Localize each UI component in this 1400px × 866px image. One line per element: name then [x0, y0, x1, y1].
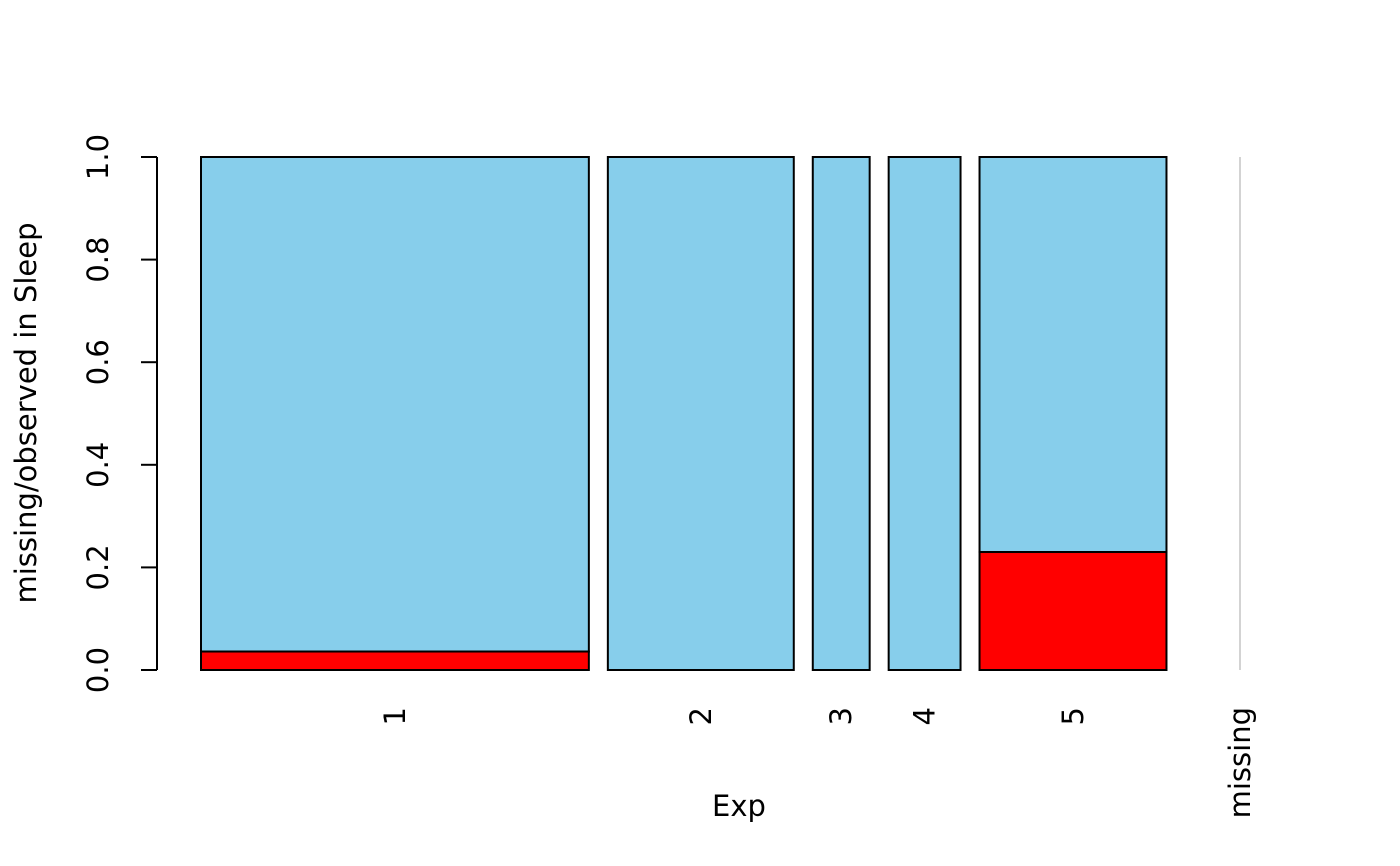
x-tick-label-4: 4	[908, 707, 942, 725]
x-axis-title: Exp	[712, 789, 766, 823]
y-tick-label: 0.4	[81, 442, 115, 488]
bar-observed-2	[606, 156, 795, 671]
bars-group	[200, 156, 1241, 672]
x-tick-label-missing: missing	[1223, 707, 1257, 818]
x-tick-label-1: 1	[378, 707, 412, 725]
y-tick-label: 0.6	[81, 339, 115, 385]
bar-observed-1	[200, 156, 590, 653]
bar-observed-3	[811, 156, 871, 671]
bar-missing-1	[200, 650, 590, 671]
y-tick-label: 1.0	[81, 134, 115, 180]
x-tick-label-3: 3	[824, 707, 858, 725]
x-tick-label-2: 2	[684, 707, 718, 725]
bar-missing-5	[978, 551, 1168, 672]
x-tick-label-5: 5	[1056, 707, 1090, 725]
bar-observed-4	[887, 156, 962, 671]
y-tick-label: 0.0	[81, 647, 115, 693]
x-tick-labels: 1 2 3 4 5 missing	[378, 707, 1257, 818]
y-tick-label: 0.2	[81, 544, 115, 590]
bar-observed-5	[978, 156, 1168, 554]
y-tick-label: 0.8	[81, 237, 115, 283]
y-axis: 0.0 0.2 0.4 0.6 0.8 1.0	[81, 134, 158, 693]
y-axis-title: missing/observed in Sleep	[9, 222, 43, 603]
